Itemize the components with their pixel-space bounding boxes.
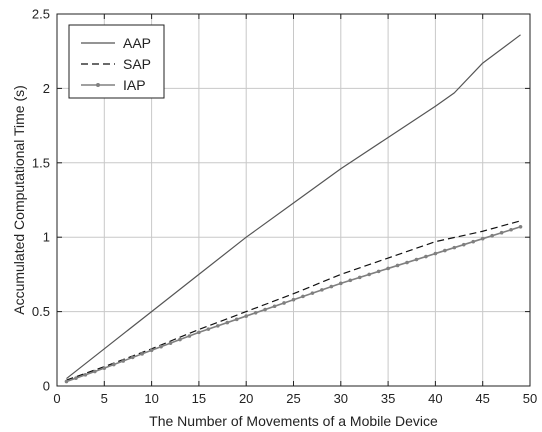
y-tick-label: 2.5 bbox=[32, 7, 50, 22]
data-point-iap bbox=[187, 334, 192, 338]
data-point-iap bbox=[263, 307, 267, 312]
series-layer bbox=[64, 34, 523, 384]
x-axis-label: The Number of Movements of a Mobile Devi… bbox=[149, 413, 438, 429]
data-point-iap bbox=[452, 245, 457, 250]
x-tick-label: 25 bbox=[286, 391, 300, 406]
data-point-iap bbox=[197, 330, 201, 335]
data-point-iap bbox=[376, 269, 381, 274]
data-point-iap bbox=[329, 284, 334, 289]
data-point-iap bbox=[461, 242, 466, 247]
legend-label-sap: SAP bbox=[123, 56, 151, 72]
data-point-iap bbox=[121, 359, 126, 363]
ticks bbox=[56, 13, 531, 387]
x-tick-label: 15 bbox=[192, 391, 206, 406]
data-point-iap bbox=[395, 263, 400, 268]
data-point-iap bbox=[216, 324, 220, 328]
data-point-iap bbox=[414, 257, 419, 262]
x-tick-label: 0 bbox=[53, 391, 60, 406]
data-point-iap bbox=[357, 275, 362, 280]
x-tick-label: 20 bbox=[239, 391, 253, 406]
data-point-iap bbox=[234, 317, 239, 322]
data-point-iap bbox=[64, 379, 69, 384]
data-point-iap bbox=[509, 227, 513, 232]
data-point-iap bbox=[282, 301, 286, 305]
data-point-iap bbox=[339, 281, 343, 286]
data-point-iap bbox=[480, 236, 485, 241]
data-point-iap bbox=[471, 239, 476, 244]
data-point-iap bbox=[159, 344, 163, 349]
data-point-iap bbox=[102, 366, 107, 370]
data-point-iap bbox=[168, 341, 173, 345]
data-point-iap bbox=[253, 310, 258, 315]
legend-marker-iap bbox=[96, 83, 100, 87]
series-line-aap bbox=[66, 34, 521, 380]
x-tick-label: 40 bbox=[428, 391, 442, 406]
data-point-iap bbox=[490, 233, 494, 238]
data-point-iap bbox=[130, 355, 135, 360]
y-tick-label: 1 bbox=[43, 230, 50, 245]
grid bbox=[57, 14, 530, 386]
data-point-iap bbox=[111, 362, 116, 367]
data-point-iap bbox=[178, 337, 182, 342]
data-point-iap bbox=[405, 260, 409, 265]
data-point-iap bbox=[499, 230, 504, 235]
data-point-iap bbox=[225, 320, 230, 325]
y-tick-label: 1.5 bbox=[32, 155, 50, 170]
data-point-iap bbox=[310, 291, 315, 295]
data-point-iap bbox=[206, 327, 211, 331]
data-point-iap bbox=[244, 314, 248, 318]
tick-labels: 0 5 10 15 20 25 30 35 40 45 50 0 0.5 1 1.5 2 2.5 bbox=[32, 7, 537, 407]
x-tick-label: 50 bbox=[523, 391, 537, 406]
data-point-iap bbox=[149, 348, 154, 353]
x-tick-label: 10 bbox=[144, 391, 158, 406]
series-line-sap bbox=[66, 220, 521, 381]
data-point-iap bbox=[424, 254, 428, 259]
x-tick-label: 45 bbox=[475, 391, 489, 406]
data-point-iap bbox=[367, 272, 371, 277]
legend-box bbox=[68, 24, 165, 99]
legend-label-iap: IAP bbox=[123, 77, 146, 93]
data-point-iap bbox=[301, 294, 305, 299]
data-point-iap bbox=[518, 224, 523, 229]
data-point-iap bbox=[348, 278, 353, 283]
legend-label-aap: AAP bbox=[123, 35, 151, 51]
data-point-iap bbox=[272, 304, 277, 309]
data-point-iap bbox=[320, 288, 324, 292]
data-point-iap bbox=[140, 352, 144, 356]
y-axis-label: Accumulated Computational Time (s) bbox=[11, 85, 27, 315]
y-tick-label: 0 bbox=[43, 379, 50, 394]
data-point-iap bbox=[386, 266, 390, 271]
data-point-iap bbox=[93, 369, 97, 374]
x-tick-label: 35 bbox=[381, 391, 395, 406]
data-point-iap bbox=[83, 373, 88, 377]
legend: AAP SAP IAP bbox=[68, 24, 165, 99]
x-tick-label: 30 bbox=[334, 391, 348, 406]
y-tick-label: 0.5 bbox=[32, 304, 50, 319]
data-point-iap bbox=[443, 248, 447, 253]
y-tick-label: 2 bbox=[43, 81, 50, 96]
data-point-iap bbox=[291, 297, 296, 302]
data-point-iap bbox=[74, 376, 78, 380]
x-tick-label: 5 bbox=[101, 391, 108, 406]
data-point-iap bbox=[433, 251, 438, 256]
